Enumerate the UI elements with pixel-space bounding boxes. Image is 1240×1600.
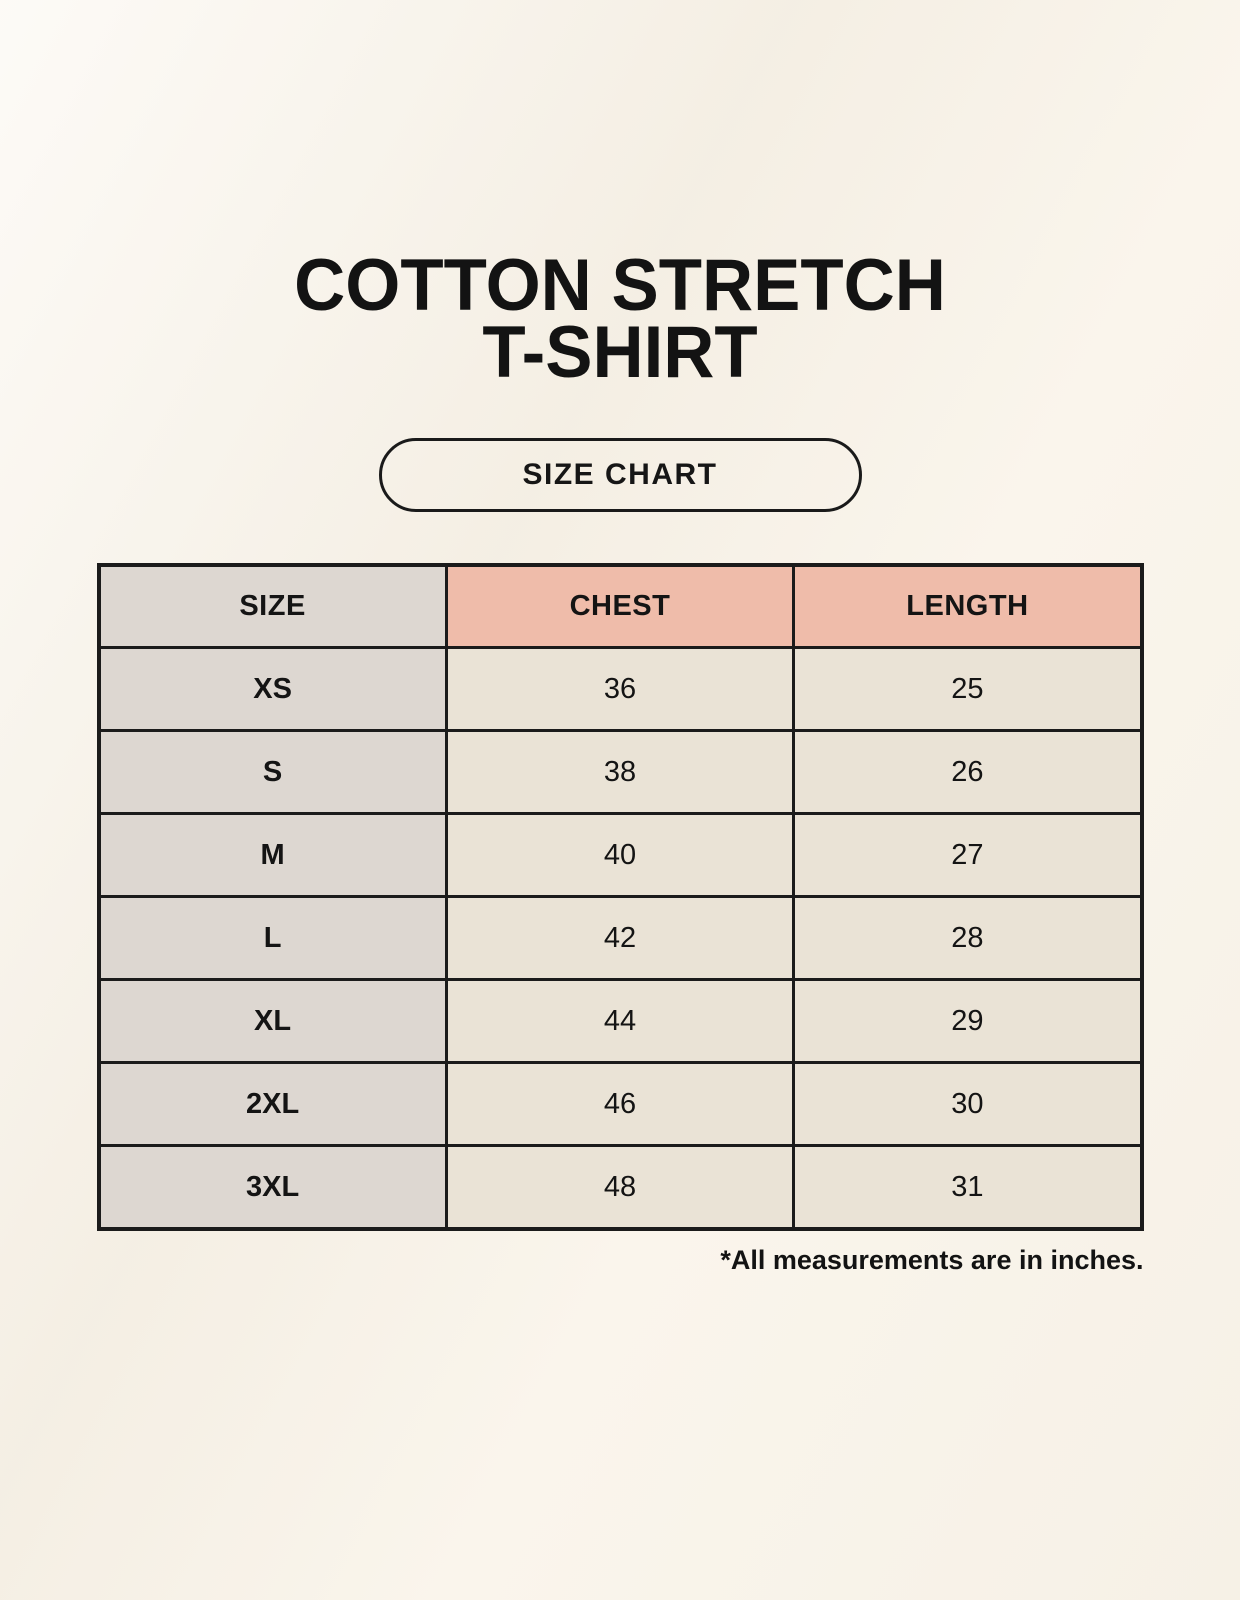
table-row: 3XL 48 31 <box>97 1144 1143 1231</box>
table-row: XL 44 29 <box>97 978 1143 1065</box>
chest-cell: 40 <box>444 812 796 899</box>
length-cell: 25 <box>792 646 1143 733</box>
length-cell: 26 <box>792 729 1143 816</box>
table-row: M 40 27 <box>97 812 1143 899</box>
size-cell: S <box>97 729 448 816</box>
size-cell: XL <box>97 978 448 1065</box>
measurements-footnote: *All measurements are in inches. <box>720 1245 1144 1276</box>
length-cell: 30 <box>792 1061 1143 1148</box>
table-row: S 38 26 <box>97 729 1143 816</box>
length-cell: 27 <box>792 812 1143 899</box>
size-cell: 3XL <box>97 1144 448 1231</box>
chest-cell: 36 <box>444 646 796 733</box>
size-table-body: XS 36 25 S 38 26 M 40 27 L 42 28 XL 44 29 2XL 46 30 3XL 48 3… <box>97 646 1143 1231</box>
product-title: COTTON STRETCH T-SHIRT <box>19 249 1222 389</box>
length-cell: 29 <box>792 978 1143 1065</box>
chest-cell: 46 <box>444 1061 796 1148</box>
chest-cell: 48 <box>444 1144 796 1231</box>
length-cell: 28 <box>792 895 1143 982</box>
size-cell: L <box>97 895 448 982</box>
chest-cell: 44 <box>444 978 796 1065</box>
product-title-line-2: T-SHIRT <box>482 312 758 394</box>
table-row: 2XL 46 30 <box>97 1061 1143 1148</box>
size-cell: 2XL <box>97 1061 448 1148</box>
size-chart-badge: SIZE CHART <box>378 438 862 513</box>
size-cell: XS <box>97 646 448 733</box>
size-cell: M <box>97 812 448 899</box>
column-header-chest: CHEST <box>444 563 796 650</box>
length-cell: 31 <box>792 1144 1143 1231</box>
column-header-size: SIZE <box>97 563 448 650</box>
chest-cell: 42 <box>444 895 796 982</box>
size-table-header-row: SIZE CHEST LENGTH <box>97 563 1143 650</box>
column-header-length: LENGTH <box>792 563 1143 650</box>
chest-cell: 38 <box>444 729 796 816</box>
table-row: XS 36 25 <box>97 646 1143 733</box>
product-title-line-1: COTTON STRETCH <box>294 245 946 326</box>
size-table: SIZE CHEST LENGTH XS 36 25 S 38 26 M 40 27 L 42 28 X… <box>96 563 1144 1232</box>
size-chart-badge-label: SIZE CHART <box>522 458 718 492</box>
table-row: L 42 28 <box>97 895 1143 982</box>
